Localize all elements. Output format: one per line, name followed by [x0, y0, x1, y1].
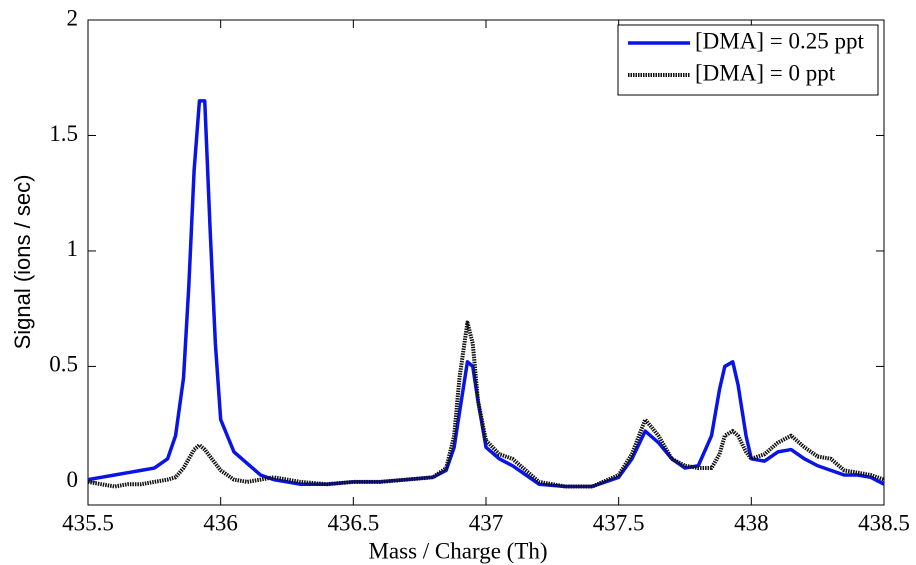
x-tick-label: 436.5	[327, 510, 379, 535]
y-axis-label: Signal (ions / sec)	[10, 175, 35, 350]
y-tick-label: 1	[67, 236, 79, 261]
plot-frame	[87, 19, 885, 506]
data-line	[87, 99, 885, 489]
y-tick-label: 0.5	[49, 352, 78, 377]
legend-box	[617, 24, 879, 96]
x-tick-label: 435.5	[62, 510, 114, 535]
y-tick-label: 0	[67, 467, 79, 492]
x-tick-label: 438.5	[858, 510, 910, 535]
x-tick-label: 437	[469, 510, 504, 535]
x-axis-label: Mass / Charge (Th)	[368, 538, 547, 563]
x-tick-label: 436	[203, 510, 238, 535]
legend-label: [DMA] = 0 ppt	[695, 60, 836, 85]
x-tick-label: 437.5	[593, 510, 645, 535]
legend-label: [DMA] = 0.25 ppt	[695, 28, 864, 53]
y-tick-label: 1.5	[49, 121, 78, 146]
x-tick-label: 438	[734, 510, 769, 535]
y-tick-label: 2	[67, 5, 79, 30]
